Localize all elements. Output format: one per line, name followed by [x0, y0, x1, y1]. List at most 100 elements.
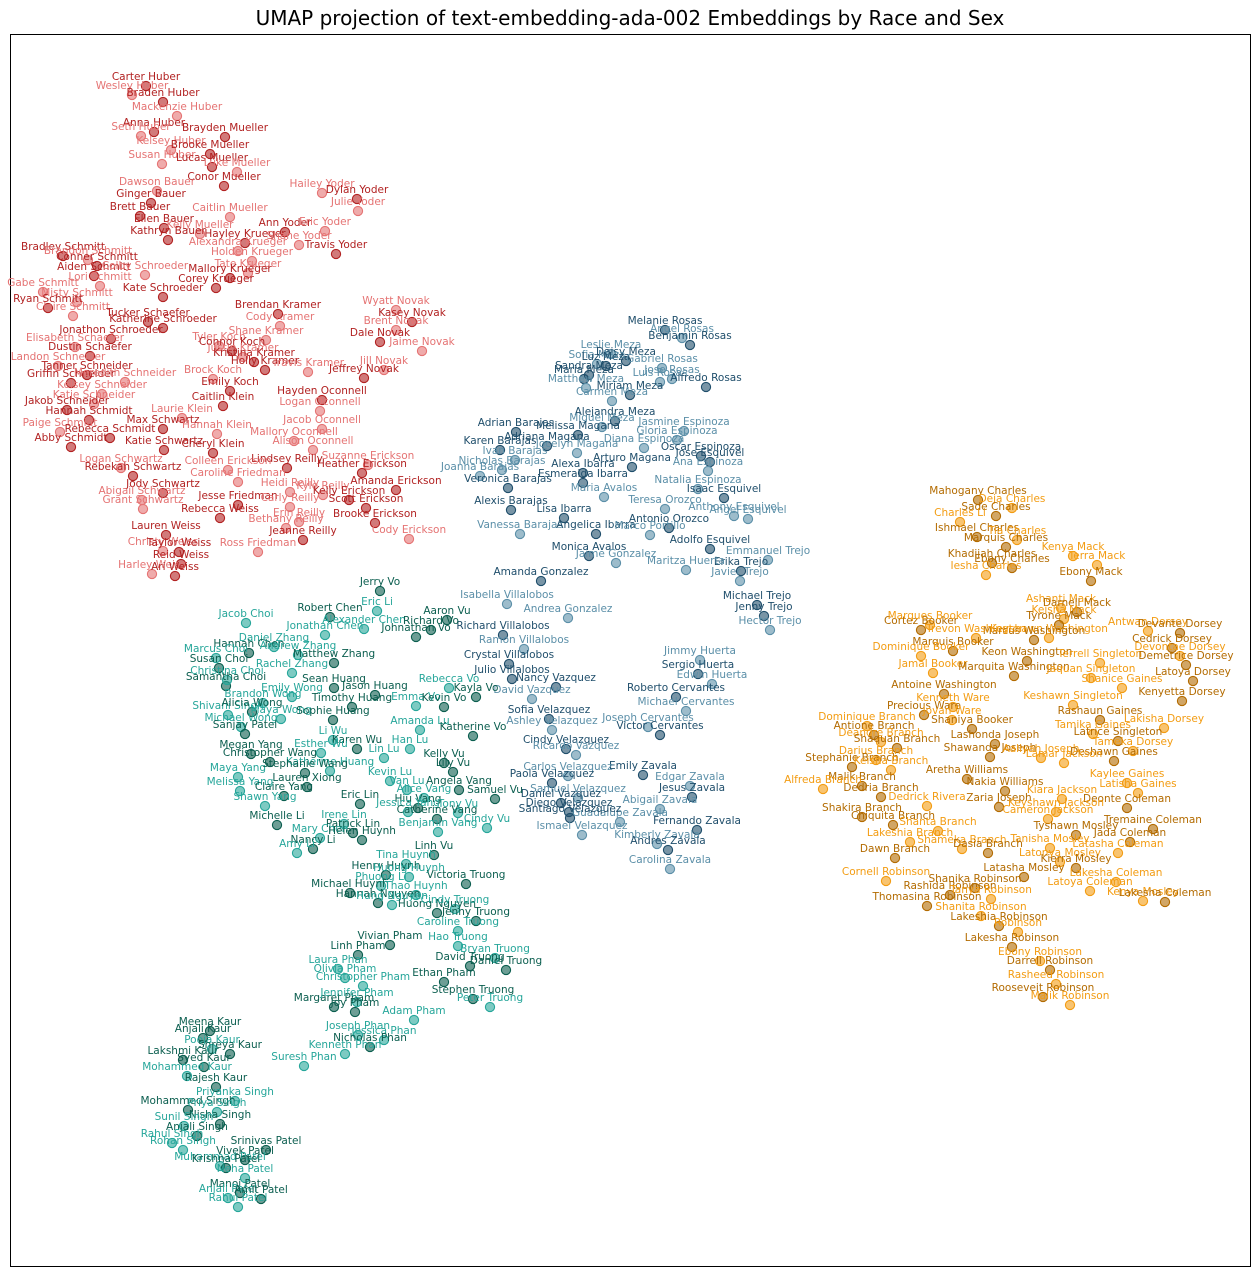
- point-label: Christopher Pham: [316, 971, 410, 983]
- point-label: Tanya Robinson: [949, 884, 1032, 896]
- point-label: Deandre Branch: [838, 727, 923, 739]
- data-point: [664, 863, 676, 875]
- point-label: Kate Schroeder: [123, 282, 204, 294]
- point-label: Jacob Choi: [217, 608, 273, 620]
- point-label: Edgar Zavala: [655, 771, 725, 783]
- data-point: [401, 784, 413, 796]
- data-point: [224, 1048, 236, 1060]
- point-label: Tamika Gaines: [1054, 719, 1131, 731]
- data-point: [198, 1061, 210, 1073]
- point-label: Victoria Truong: [427, 869, 506, 881]
- data-point: [410, 631, 422, 643]
- data-point: [156, 158, 168, 170]
- data-point: [210, 652, 222, 664]
- point-label: Rohan Singh: [150, 1135, 216, 1147]
- data-point: [605, 348, 617, 360]
- data-point: [497, 629, 509, 641]
- point-label: Anjali Singh: [166, 1121, 228, 1133]
- data-point: [293, 516, 305, 528]
- data-point: [656, 362, 668, 374]
- data-point: [870, 754, 882, 766]
- point-label: Mahogany Charles: [929, 485, 1026, 497]
- point-label: Adam Pham: [382, 1005, 445, 1017]
- data-point: [1174, 650, 1186, 662]
- point-label: Ryan Schmitt: [13, 293, 83, 305]
- point-label: Kenya Mosley: [1107, 886, 1179, 898]
- point-label: Monica Avalos: [552, 541, 627, 553]
- point-label: Kiara Jackson: [1027, 784, 1097, 796]
- point-label: Wesley Huber: [96, 80, 169, 92]
- point-label: Carolina Zavala: [629, 854, 711, 866]
- point-label: Scott Erickson: [329, 493, 404, 505]
- data-point: [352, 205, 364, 217]
- data-point: [580, 382, 592, 394]
- data-point: [390, 304, 402, 316]
- point-label: Melissa Yang: [207, 776, 274, 788]
- data-point: [197, 1032, 209, 1044]
- data-point: [137, 503, 149, 515]
- point-label: Grant Schwartz: [102, 494, 184, 506]
- data-point: [57, 250, 69, 262]
- point-label: Antoine Washington: [891, 679, 996, 691]
- data-point: [351, 743, 363, 755]
- point-label: Antonio Orozco: [629, 513, 709, 525]
- point-label: Hayley Krueger: [204, 228, 286, 240]
- data-point: [410, 700, 422, 712]
- point-label: Dawn Branch: [860, 843, 930, 855]
- point-label: Heidi Reilly: [261, 477, 319, 489]
- point-label: Aaron Vu: [423, 605, 470, 617]
- point-label: Kevin Lu: [368, 766, 412, 778]
- point-label: Kenneth Phan: [309, 1039, 382, 1051]
- data-point: [984, 751, 996, 763]
- point-label: Isaac Esquivel: [687, 483, 761, 495]
- point-label: Lindsey Reilly: [251, 453, 323, 465]
- data-point: [220, 1162, 232, 1174]
- data-point: [274, 320, 286, 332]
- point-label: Alexa Ibarra: [551, 458, 614, 470]
- data-point: [1037, 991, 1049, 1003]
- data-point: [915, 650, 927, 662]
- point-label: Angela Vang: [426, 775, 492, 787]
- point-label: Deonte Coleman: [1083, 793, 1171, 805]
- data-point: [572, 792, 584, 804]
- point-label: Stephen Truong: [432, 984, 515, 996]
- data-point: [181, 1070, 193, 1082]
- point-label: Isabella Villalobos: [460, 589, 554, 601]
- data-point: [259, 800, 271, 812]
- point-label: Teresa Orozco: [627, 494, 701, 506]
- point-label: Dedria Branch: [843, 782, 918, 794]
- chart-title: UMAP projection of text-embedding-ada-00…: [255, 6, 1005, 30]
- point-label: Jesus Zavala: [658, 782, 725, 794]
- point-label: Kelsey Schneider: [57, 379, 147, 391]
- plot-frame: [10, 34, 1251, 1267]
- data-point: [938, 688, 950, 700]
- data-point: [240, 617, 252, 629]
- point-label: Lakeshia Robinson: [950, 911, 1047, 923]
- data-point: [1008, 670, 1020, 682]
- point-label: Alison Oconnell: [273, 435, 354, 447]
- point-label: Devontae Dorsey: [1134, 641, 1225, 653]
- data-point: [610, 557, 622, 569]
- point-label: Anna Huber: [123, 117, 186, 129]
- point-label: Nicholas Phan: [333, 1032, 407, 1044]
- data-point: [666, 373, 678, 385]
- point-label: Kristina Kramer: [213, 347, 295, 359]
- point-label: Natalia Espinoza: [654, 474, 741, 486]
- data-point: [357, 980, 369, 992]
- data-point: [1058, 757, 1070, 769]
- data-point: [135, 130, 147, 142]
- data-point: [374, 336, 386, 348]
- data-point: [279, 226, 291, 238]
- data-point: [560, 743, 572, 755]
- data-point: [846, 761, 858, 773]
- data-point: [222, 464, 234, 476]
- data-point: [728, 510, 740, 522]
- point-label: Alexis Barajas: [474, 495, 548, 507]
- data-point: [692, 483, 704, 495]
- data-point: [246, 706, 258, 718]
- data-point: [543, 713, 555, 725]
- data-point: [891, 742, 903, 754]
- point-label: Jeffrey Novak: [328, 363, 400, 375]
- data-point: [425, 624, 437, 636]
- data-point: [447, 766, 459, 778]
